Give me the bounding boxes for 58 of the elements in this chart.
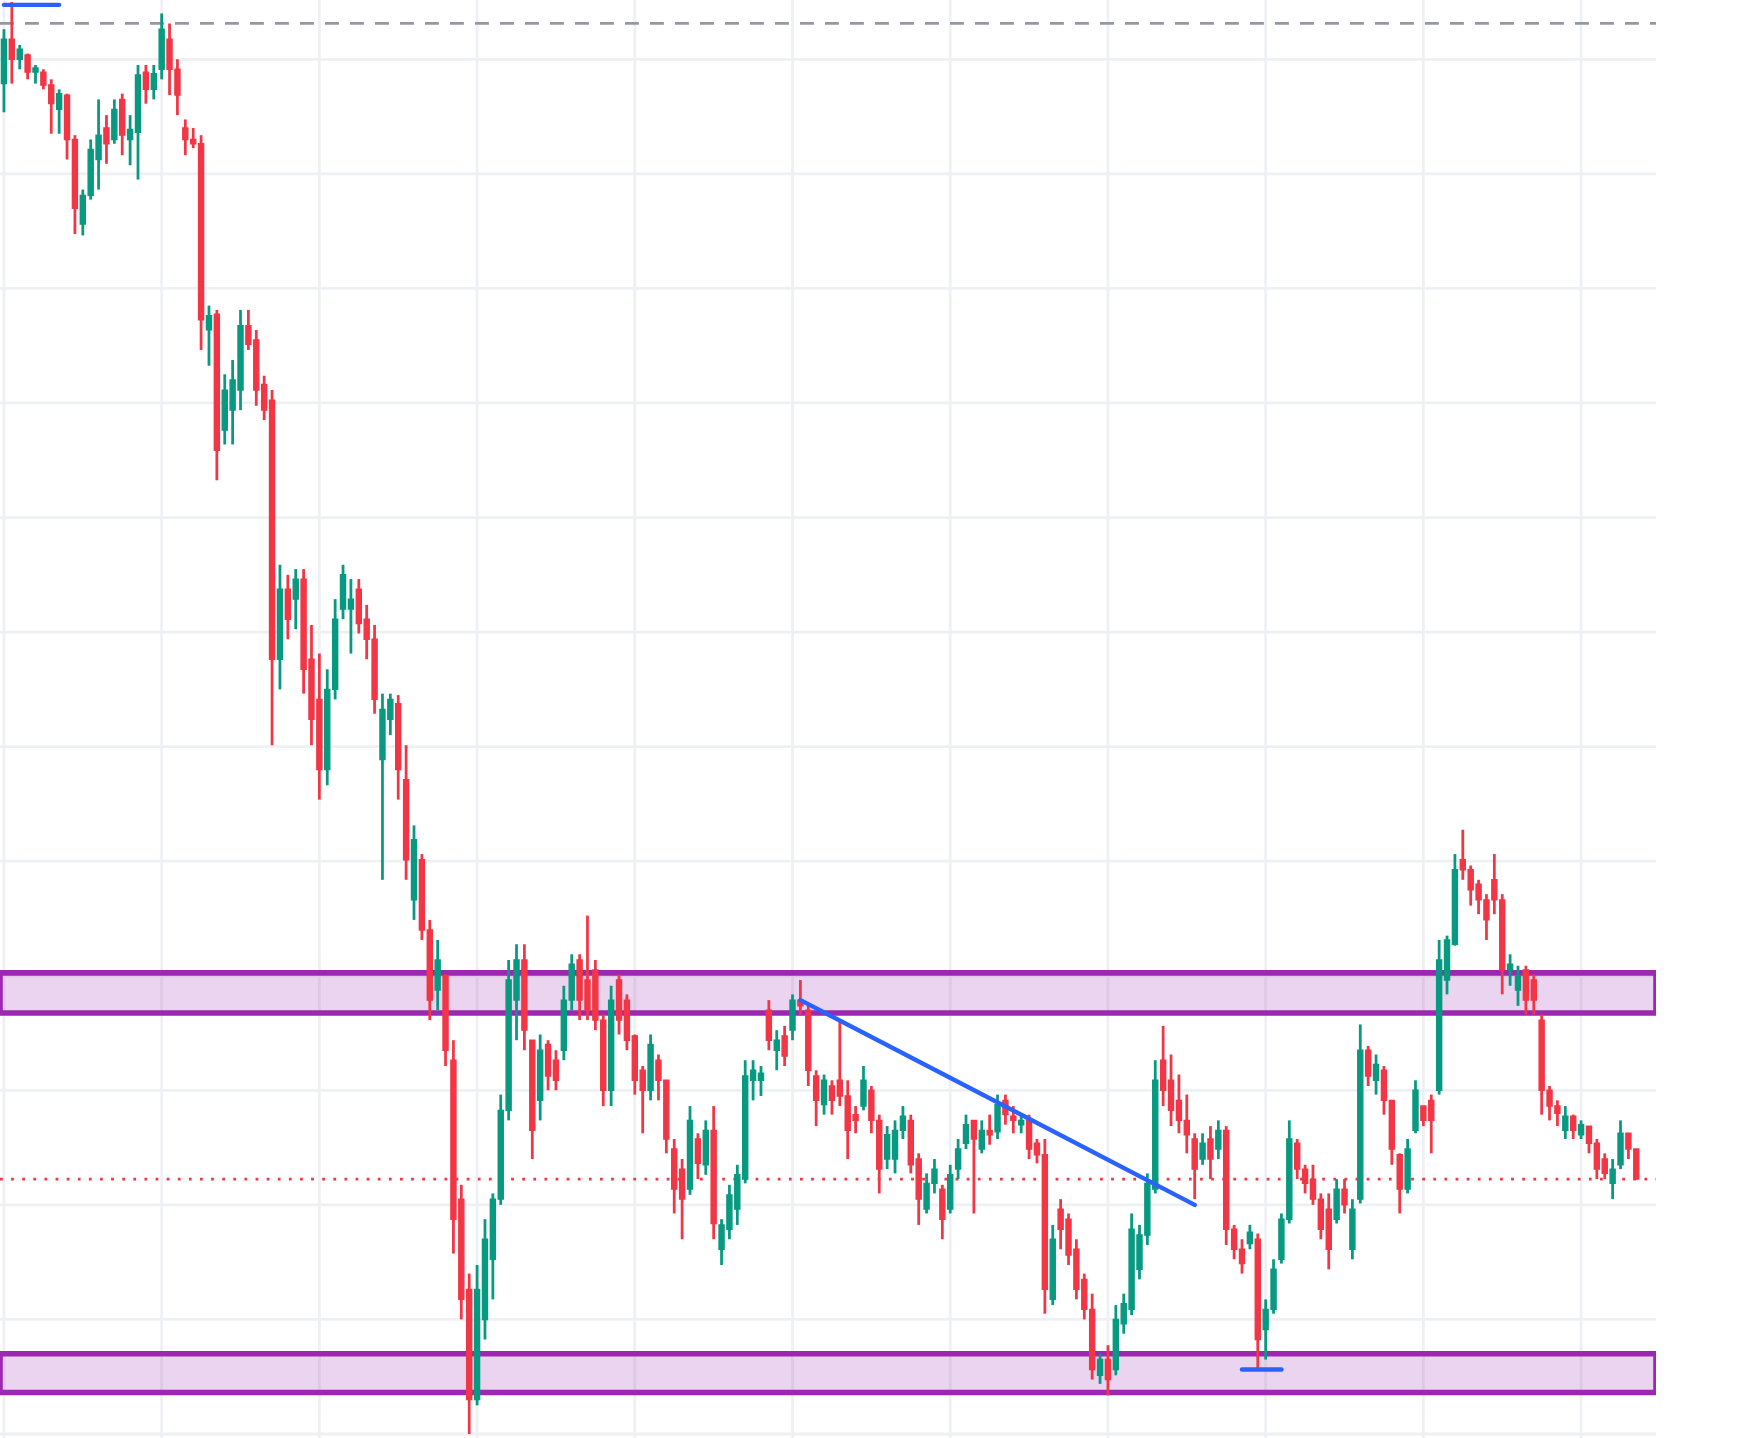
candlestick <box>1420 1104 1427 1128</box>
candlestick <box>48 77 55 136</box>
candlestick <box>1325 1192 1332 1271</box>
candlestick <box>978 1119 985 1155</box>
candlestick <box>1215 1119 1222 1161</box>
candlestick <box>292 567 299 631</box>
candlestick <box>615 972 623 1036</box>
candlestick <box>1246 1223 1254 1251</box>
candlestick <box>142 63 150 106</box>
candlestick <box>347 577 355 655</box>
candlestick <box>552 1048 560 1092</box>
candlestick <box>55 87 63 136</box>
candlestick <box>544 1038 552 1092</box>
candlestick <box>182 118 189 157</box>
candlestick <box>1530 972 1537 1016</box>
candlestick <box>891 1119 899 1175</box>
candlestick <box>24 52 31 81</box>
candlestick <box>647 1033 654 1102</box>
candlestick <box>205 304 213 368</box>
candlestick <box>584 914 591 1022</box>
candlestick <box>1396 1151 1403 1215</box>
candlestick <box>773 1028 780 1072</box>
candlestick <box>1412 1078 1419 1135</box>
candlestick <box>702 1119 709 1177</box>
candlestick <box>1364 1044 1372 1088</box>
candlestick <box>939 1183 946 1241</box>
candlestick <box>16 43 23 71</box>
candlestick <box>883 1124 891 1171</box>
candlestick <box>103 113 110 166</box>
candlestick <box>1096 1352 1104 1386</box>
candlestick <box>986 1113 993 1147</box>
candlestick <box>119 92 126 157</box>
candlestick <box>994 1093 1001 1141</box>
candlestick <box>1199 1131 1206 1167</box>
candlestick <box>757 1064 765 1098</box>
candlestick <box>789 992 796 1042</box>
candlestick <box>781 1024 788 1068</box>
candlestick <box>1025 1113 1033 1161</box>
candlestick <box>1506 952 1514 988</box>
candlestick <box>1522 964 1530 1016</box>
candlestick <box>1428 1093 1435 1155</box>
candlestick <box>1562 1104 1569 1141</box>
candlestick <box>1104 1343 1112 1397</box>
candlestick <box>820 1073 828 1117</box>
candlestick <box>1159 1024 1167 1108</box>
candlestick <box>111 97 118 146</box>
candlestick <box>765 998 773 1052</box>
candlestick <box>434 938 441 1012</box>
candlestick <box>32 63 39 86</box>
candlestick <box>1333 1177 1340 1225</box>
candlestick <box>1577 1119 1585 1141</box>
candlestick <box>284 573 292 641</box>
candlestick <box>1404 1137 1411 1195</box>
candlestick <box>0 27 8 114</box>
candlestick <box>1569 1113 1577 1141</box>
candlestick <box>1372 1053 1380 1096</box>
candlestick <box>8 0 16 86</box>
candlestick <box>860 1064 867 1112</box>
